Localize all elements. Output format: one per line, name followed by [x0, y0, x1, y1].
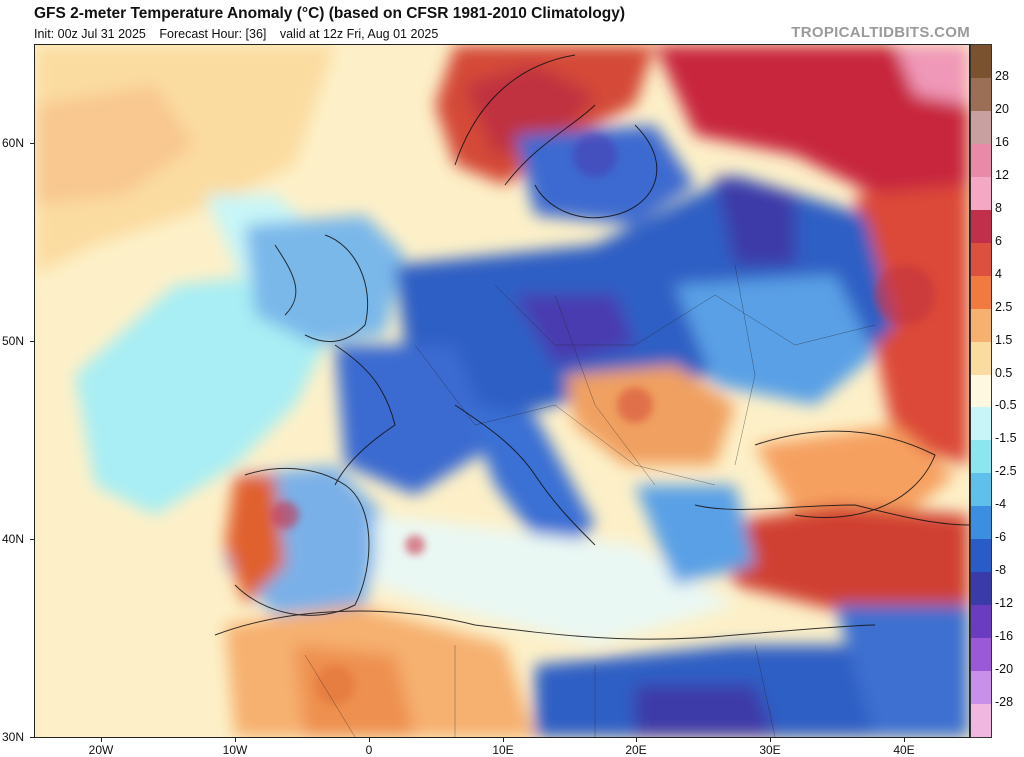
colorbar-swatch [971, 308, 991, 342]
colorbar-label: 1.5 [995, 332, 1013, 347]
lon-tick [770, 738, 771, 742]
lat-label: 50N [2, 334, 25, 348]
colorbar-label: 20 [995, 101, 1009, 116]
colorbar-label: -20 [995, 662, 1014, 677]
colorbar-label: -28 [995, 695, 1014, 710]
colorbar-label: 8 [995, 200, 1002, 215]
forecast-info: Init: 00z Jul 31 2025 Forecast Hour: [36… [34, 27, 448, 41]
colorbar-label: -4 [995, 497, 1007, 512]
colorbar-swatch [971, 605, 991, 639]
colorbar-label: 0.5 [995, 365, 1013, 380]
anomaly-map [34, 44, 970, 738]
colorbar [970, 44, 992, 738]
lat-tick [30, 539, 34, 540]
valid-time: valid at 12z Fri, Aug 01 2025 [279, 27, 439, 41]
colorbar-swatch [971, 671, 991, 705]
colorbar-swatch [971, 374, 991, 408]
lon-label: 40E [893, 743, 915, 757]
lon-label: 0 [365, 743, 373, 757]
lon-tick [369, 738, 370, 742]
lon-label: 20W [88, 743, 114, 757]
lon-tick [101, 738, 102, 742]
colorbar-swatch [971, 638, 991, 672]
lat-label: 40N [2, 532, 25, 546]
colorbar-label: 6 [995, 233, 1002, 248]
colorbar-label: -2.5 [995, 464, 1017, 479]
colorbar-label: -12 [995, 596, 1014, 611]
lon-tick [235, 738, 236, 742]
colorbar-swatch [971, 407, 991, 441]
colorbar-swatch [971, 572, 991, 606]
lat-label: 60N [2, 136, 25, 150]
lat-tick [30, 737, 34, 738]
map-canvas [35, 45, 969, 737]
colorbar-label: 16 [995, 134, 1009, 149]
lon-label: 20E [625, 743, 647, 757]
coastlines [214, 54, 969, 640]
colorbar-label: -0.5 [995, 398, 1017, 413]
colorbar-label: 2.5 [995, 299, 1013, 314]
colorbar-swatch [971, 110, 991, 144]
colorbar-swatch [971, 209, 991, 243]
lon-tick [904, 738, 905, 742]
chart-title: GFS 2-meter Temperature Anomaly (°C) (ba… [34, 5, 626, 22]
colorbar-swatch [971, 77, 991, 111]
colorbar-label: -8 [995, 563, 1007, 578]
colorbar-label: 12 [995, 167, 1009, 182]
site-brand: TROPICALTIDBITS.COM [791, 24, 970, 41]
lat-label: 30N [2, 730, 25, 744]
colorbar-swatch [971, 45, 991, 78]
colorbar-swatch [971, 176, 991, 210]
colorbar-swatch [971, 275, 991, 309]
colorbar-label: 4 [995, 266, 1002, 281]
anomaly-fields [35, 45, 969, 737]
colorbar-label: 28 [995, 68, 1009, 83]
lat-tick [30, 143, 34, 144]
lat-tick [30, 341, 34, 342]
fine-detail [271, 133, 935, 705]
lon-label: 10E [492, 743, 514, 757]
borders [304, 264, 876, 737]
colorbar-swatch [971, 242, 991, 276]
lon-label: 30E [759, 743, 781, 757]
init-time: Init: 00z Jul 31 2025 [34, 27, 146, 41]
lon-tick [503, 738, 504, 742]
colorbar-swatch [971, 473, 991, 507]
forecast-hour: Forecast Hour: [36] [159, 27, 267, 41]
colorbar-swatch [971, 341, 991, 375]
colorbar-swatch [971, 143, 991, 177]
lon-tick [636, 738, 637, 742]
colorbar-swatch [971, 539, 991, 573]
colorbar-swatch [971, 506, 991, 540]
colorbar-label: -6 [995, 530, 1007, 545]
colorbar-swatch [971, 440, 991, 474]
colorbar-label: -1.5 [995, 431, 1017, 446]
colorbar-label: -16 [995, 629, 1014, 644]
colorbar-swatch [971, 704, 991, 738]
lon-label: 10W [222, 743, 248, 757]
